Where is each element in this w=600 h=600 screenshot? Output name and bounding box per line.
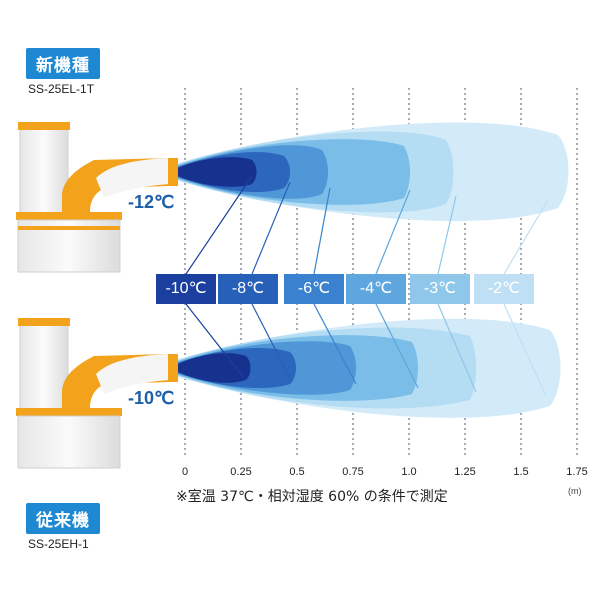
distance-tick: 0.75: [342, 466, 364, 478]
old-model-outlet-temp: -10℃: [128, 388, 175, 408]
new-model-plume: [178, 122, 569, 222]
old-model-plume: [178, 318, 561, 418]
distance-tick: 1.75: [566, 466, 588, 478]
temp-label-minus3: -3℃: [410, 274, 470, 304]
temp-label-minus10: -10℃: [156, 274, 216, 304]
new-model-name: SS-25EL-1T: [28, 82, 95, 96]
old-model-unit: [16, 318, 178, 469]
contour-connectors: [185, 175, 549, 397]
old-model-tag: 従来機: [26, 503, 100, 534]
temp-label-minus4: -4℃: [346, 274, 406, 304]
distance-tick: 1.25: [454, 466, 476, 478]
new-model-unit: [16, 122, 178, 273]
distance-tick: 1.5: [513, 466, 529, 478]
distance-tick: 0.25: [230, 466, 252, 478]
distance-tick: 0: [181, 466, 189, 478]
new-model-outlet-temp: -12℃: [128, 192, 175, 212]
temp-label-minus6: -6℃: [284, 274, 344, 304]
old-model-name: SS-25EH-1: [28, 537, 89, 551]
distance-unit: (m): [568, 486, 582, 496]
distance-tick: 1.0: [401, 466, 417, 478]
measurement-note: ※室温 37℃・相対湿度 60% の条件で測定: [176, 489, 448, 505]
new-model-tag: 新機種: [26, 48, 100, 79]
temp-label-minus8: -8℃: [218, 274, 278, 304]
distance-tick: 0.5: [289, 466, 305, 478]
temp-label-minus2: -2℃: [474, 274, 534, 304]
